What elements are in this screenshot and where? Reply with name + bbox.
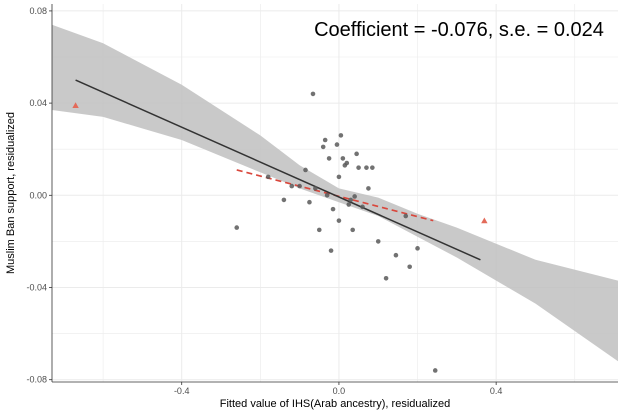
data-point <box>344 160 350 166</box>
data-point <box>336 174 342 180</box>
confidence-band-layer <box>52 24 618 362</box>
data-point <box>352 194 357 199</box>
x-tick-label: 0.4 <box>490 386 503 396</box>
data-point <box>383 275 389 281</box>
data-point <box>328 248 334 253</box>
data-point <box>313 186 318 191</box>
data-point <box>415 246 420 251</box>
data-point <box>330 206 336 212</box>
data-point <box>403 213 409 219</box>
y-tick-label: 0.04 <box>29 98 47 108</box>
triangle-point <box>72 102 79 108</box>
data-point <box>346 202 352 207</box>
axes-layer <box>49 4 618 385</box>
triangle-point <box>481 217 488 224</box>
chart-annotation: Coefficient = -0.076, s.e. = 0.024 <box>314 19 604 41</box>
data-point <box>364 165 369 170</box>
y-tick-label: 0.08 <box>29 6 47 16</box>
data-point <box>407 264 412 270</box>
data-point <box>281 197 287 203</box>
data-point <box>334 142 340 147</box>
data-point <box>265 174 271 180</box>
data-point <box>375 239 381 244</box>
x-tick-label: 0.0 <box>333 386 346 396</box>
data-point <box>354 151 359 157</box>
data-point <box>348 197 354 203</box>
data-point <box>324 193 330 198</box>
data-point <box>326 156 332 161</box>
x-axis-title: Fitted value of IHS(Arab ancestry), resi… <box>220 398 451 410</box>
data-point <box>310 91 316 97</box>
data-point <box>338 133 344 138</box>
data-point <box>336 218 342 223</box>
data-point <box>366 186 371 191</box>
data-point <box>297 183 302 189</box>
data-point <box>289 183 295 189</box>
data-point <box>316 227 322 233</box>
confidence-band <box>52 24 618 362</box>
data-point <box>322 137 328 143</box>
data-point <box>360 204 365 210</box>
data-point <box>356 165 361 170</box>
data-point <box>303 167 308 173</box>
data-point <box>234 225 240 230</box>
fit-line <box>75 79 481 261</box>
fit-lines-layer <box>75 79 481 261</box>
y-tick-label: 0.00 <box>29 190 47 200</box>
y-tick-label: -0.08 <box>26 375 47 385</box>
data-point <box>340 156 346 161</box>
tick-labels-layer: -0.4 0.0 0.4 -0.08 -0.04 0.00 0.04 0.08 <box>26 6 502 396</box>
y-tick-label: -0.04 <box>26 283 47 293</box>
data-point <box>432 368 438 373</box>
data-point <box>350 227 355 233</box>
data-point <box>307 199 312 205</box>
data-point <box>393 252 399 258</box>
data-point <box>320 144 326 150</box>
x-tick-label: -0.4 <box>174 386 190 396</box>
data-points-layer <box>72 91 488 373</box>
y-axis-title: Muslim Ban support, residualized <box>5 112 17 274</box>
data-point <box>370 165 375 170</box>
